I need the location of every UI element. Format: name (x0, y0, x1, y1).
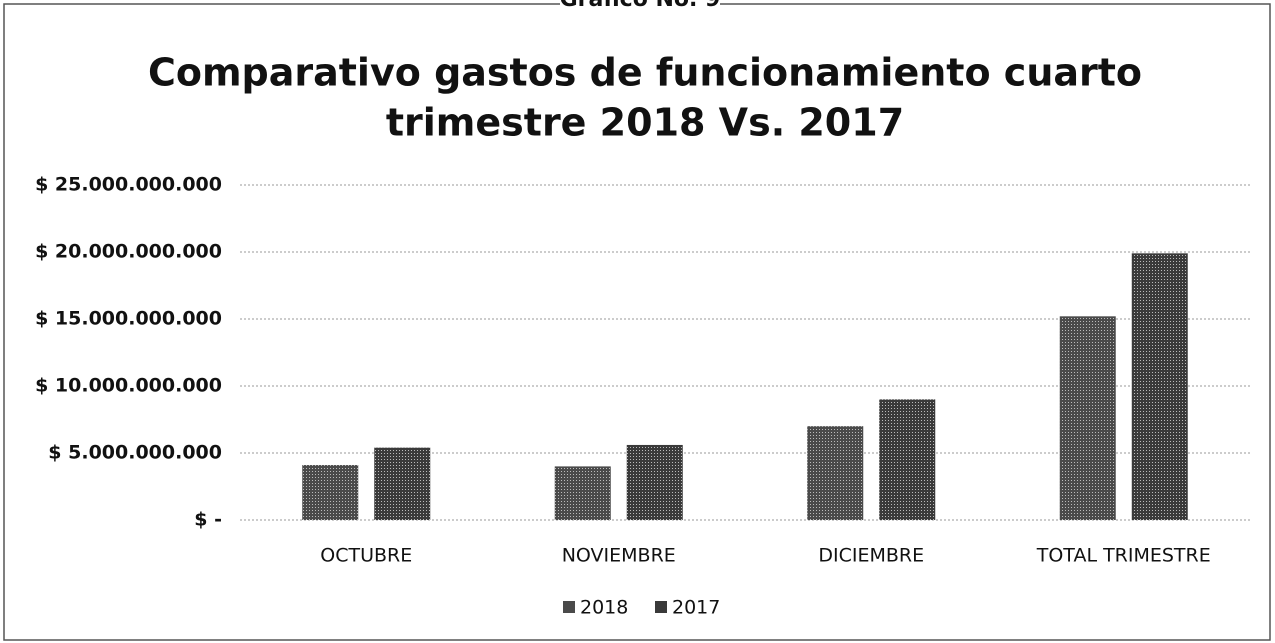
legend-swatch (655, 601, 667, 613)
bar-texture (554, 466, 611, 520)
caption-bg (560, 0, 720, 12)
caption: Gráfico No. 9 (560, 0, 721, 12)
y-tick-label: $ - (194, 509, 222, 531)
y-tick-label: $ 5.000.000.000 (48, 442, 222, 464)
x-tick-label: DICIEMBRE (818, 545, 924, 567)
chart-title: Comparativo gastos de funcionamiento cua… (148, 51, 1142, 95)
legend-label: 2018 (580, 597, 628, 619)
x-tick-label: TOTAL TRIMESTRE (1036, 545, 1211, 567)
bar-texture (1131, 253, 1188, 520)
bar-texture (807, 426, 864, 520)
x-tick-label: OCTUBRE (320, 545, 412, 567)
x-tick-label: NOVIEMBRE (562, 545, 676, 567)
bar-texture (1059, 316, 1116, 520)
bar-texture (374, 447, 431, 520)
bar-texture (626, 444, 683, 520)
y-tick-label: $ 25.000.000.000 (35, 174, 222, 196)
chart-title: trimestre 2018 Vs. 2017 (386, 101, 904, 145)
y-tick-label: $ 20.000.000.000 (35, 241, 222, 263)
y-tick-label: $ 10.000.000.000 (35, 375, 222, 397)
bar-texture (302, 465, 359, 520)
bar-texture (879, 399, 936, 520)
legend-label: 2017 (672, 597, 720, 619)
y-tick-label: $ 15.000.000.000 (35, 308, 222, 330)
legend-swatch (563, 601, 575, 613)
